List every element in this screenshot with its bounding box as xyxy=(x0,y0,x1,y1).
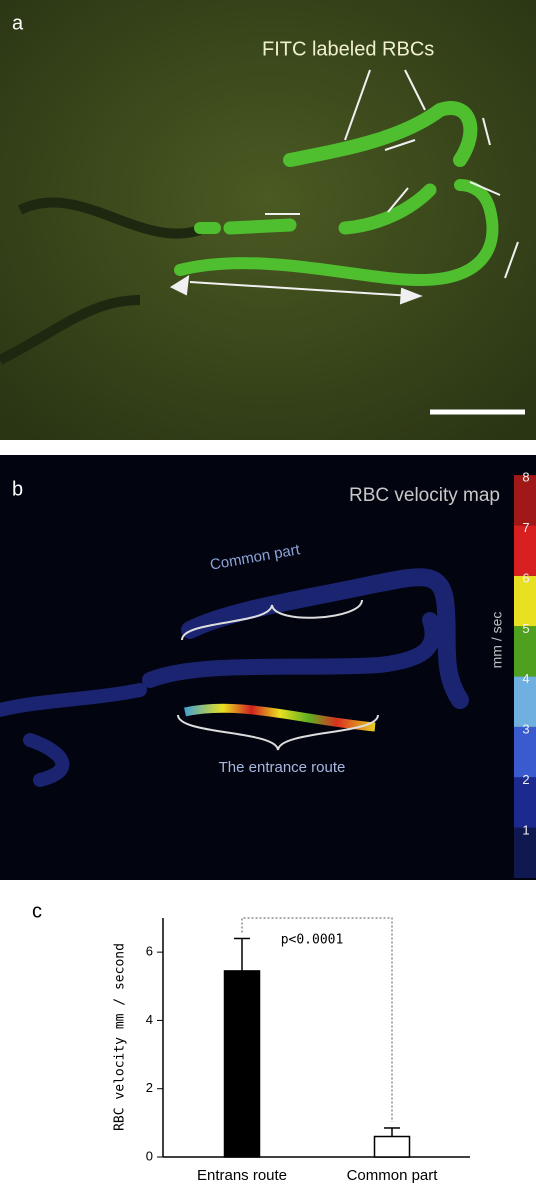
colorbar-tick-label: 7 xyxy=(522,520,529,535)
panel-c: c RBC velocity mm / second p<0.0001 0 2 4 6… xyxy=(32,900,470,1184)
y-tick-label: 2 xyxy=(146,1080,153,1095)
significance-bracket xyxy=(242,918,392,1122)
panel-label: a xyxy=(12,12,24,34)
panel-label: c xyxy=(32,900,42,922)
colorbar-tick-label: 8 xyxy=(522,470,529,485)
figure: a FITC labeled RBCs b RBC velocity map C… xyxy=(0,0,536,1185)
panel-a: a FITC labeled RBCs xyxy=(0,0,536,440)
panel-b: b RBC velocity map Common part The entra… xyxy=(0,455,536,880)
colorbar: 1 2 3 4 5 6 7 8 xyxy=(514,470,536,878)
annotation: The entrance route xyxy=(219,759,346,776)
colorbar-tick-label: 4 xyxy=(522,671,529,686)
y-tick-label: 6 xyxy=(146,944,153,959)
y-axis-label: RBC velocity mm / second xyxy=(113,943,128,1131)
colorbar-tick-label: 3 xyxy=(522,722,529,737)
p-value: p<0.0001 xyxy=(281,933,344,948)
bar xyxy=(375,1137,410,1157)
x-tick-label: Entrans route xyxy=(197,1167,287,1184)
colorbar-label: mm / sec xyxy=(489,612,505,669)
y-tick-label: 0 xyxy=(146,1148,153,1163)
annotation: FITC labeled RBCs xyxy=(262,38,434,60)
bar xyxy=(225,971,260,1157)
colorbar-tick-label: 1 xyxy=(522,822,529,837)
colorbar-tick-label: 6 xyxy=(522,570,529,585)
colorbar-tick-label: 5 xyxy=(522,621,529,636)
x-tick-label: Common part xyxy=(347,1167,439,1184)
colorbar-tick-label: 2 xyxy=(522,772,529,787)
map-title: RBC velocity map xyxy=(349,485,500,506)
y-tick-label: 4 xyxy=(146,1012,153,1027)
panel-label: b xyxy=(12,478,23,500)
